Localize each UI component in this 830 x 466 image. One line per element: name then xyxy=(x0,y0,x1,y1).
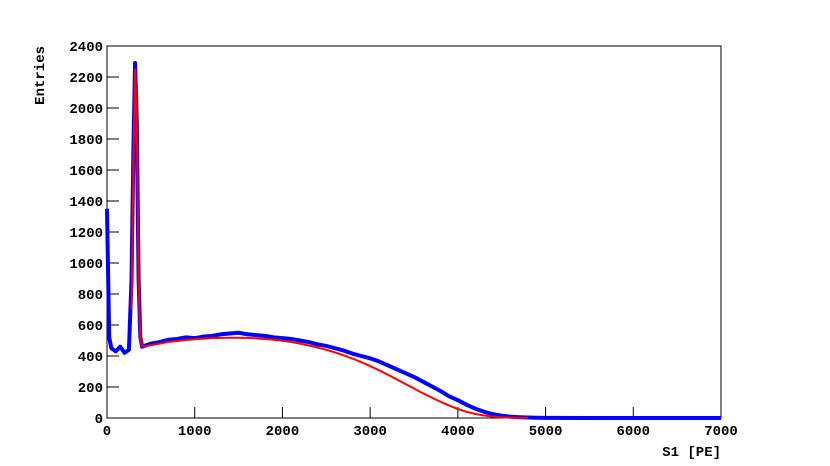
x-axis-label: S1 [PE] xyxy=(662,445,721,461)
frame xyxy=(106,45,722,419)
y-tick-label: 1600 xyxy=(69,164,103,180)
y-tick-label: 1800 xyxy=(69,133,103,149)
y-tick-label: 2200 xyxy=(69,71,103,87)
y-tick-label: 600 xyxy=(78,319,103,335)
x-tick-label: 2000 xyxy=(266,424,300,440)
y-tick-label: 800 xyxy=(78,288,103,304)
y-tick-label: 1200 xyxy=(69,226,103,242)
x-tick-label: 3000 xyxy=(353,424,387,440)
y-tick-label: 200 xyxy=(78,381,103,397)
y-tick-label: 1400 xyxy=(69,195,103,211)
x-tick-label: 4000 xyxy=(441,424,475,440)
y-tick-label: 0 xyxy=(95,412,103,428)
y-tick-label: 1000 xyxy=(69,257,103,273)
y-tick-label: 2000 xyxy=(69,102,103,118)
x-tick-label: 0 xyxy=(103,424,111,440)
series-line xyxy=(105,61,721,420)
y-tick-label: 2400 xyxy=(69,40,103,56)
x-tick-label: 6000 xyxy=(616,424,650,440)
series-line xyxy=(130,68,529,419)
x-tick-label: 5000 xyxy=(529,424,563,440)
x-tick-label: 1000 xyxy=(178,424,212,440)
y-axis-label: Entries xyxy=(33,46,49,105)
y-tick-label: 400 xyxy=(78,350,103,366)
x-tick-label: 7000 xyxy=(704,424,738,440)
